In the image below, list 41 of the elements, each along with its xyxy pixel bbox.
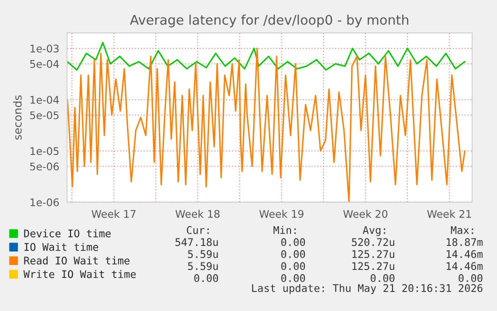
legend-label: Read IO Wait time	[24, 256, 130, 264]
text: 0.00	[458, 274, 482, 282]
y-tick-label: 1e-04	[30, 96, 59, 104]
text: 5.59u	[188, 262, 218, 270]
text: 0.00	[281, 250, 305, 258]
y-tick-label: 5e-05	[30, 111, 59, 120]
legend-label: IO Wait time	[24, 242, 98, 251]
text: Cur:	[186, 226, 209, 234]
text: 125.27u	[352, 262, 394, 270]
text: 520.72u	[352, 238, 394, 246]
x-tick-label: Week 21	[427, 210, 471, 218]
x-tick-label: Week 18	[176, 210, 220, 218]
legend-label: Write IO Wait time	[23, 270, 136, 278]
text: 0.00	[281, 238, 305, 246]
text: 0.00	[194, 274, 218, 282]
line-series	[67, 42, 466, 71]
text: Last update: Thu May 21 20:16:31 2026	[252, 284, 482, 294]
y-tick-label: 1e-03	[30, 44, 59, 52]
text: 0.00	[370, 274, 394, 282]
text: 14.46m	[446, 262, 483, 270]
y-tick-label: 1e-06	[30, 198, 59, 206]
text: 125.27u	[352, 250, 394, 258]
x-tick-label: Week 17	[92, 210, 136, 218]
y-axis-title: seconds	[13, 95, 22, 140]
x-tick-label: Week 19	[259, 210, 304, 218]
legend-label: Device IO time	[24, 229, 111, 238]
text: 0.00	[281, 262, 305, 270]
text: 5.59u	[188, 250, 218, 258]
text: Min:	[274, 226, 296, 234]
x-tick-label: Week 20	[343, 210, 388, 218]
y-tick-label: 1e-05	[30, 147, 59, 156]
text: 0.00	[281, 274, 305, 282]
y-tick-label: 5e-04	[30, 60, 59, 68]
text: 18.87m	[446, 238, 483, 246]
text: Max:	[450, 226, 474, 234]
text: Avg:	[362, 226, 386, 236]
chart-title: Average latency for /dev/loop0 - by month	[130, 14, 408, 28]
text: 14.46m	[446, 250, 483, 258]
y-tick-label: 5e-06	[30, 162, 59, 170]
line-series	[67, 48, 466, 202]
text: 547.18u	[176, 238, 218, 246]
